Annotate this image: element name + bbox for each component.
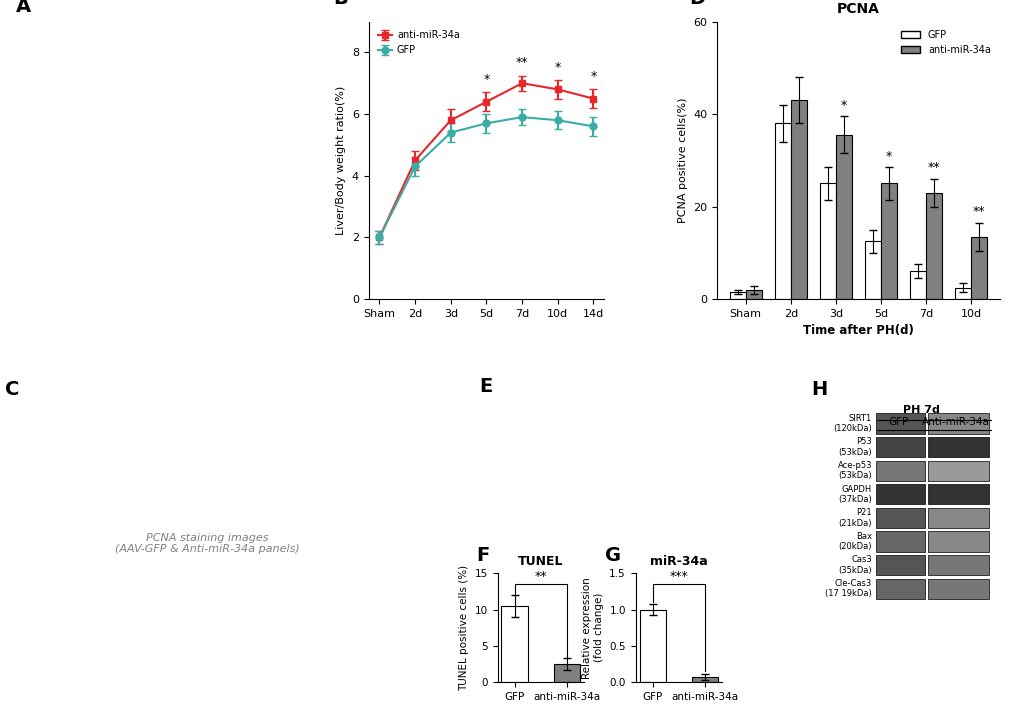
Bar (927, 508, 988, 528)
Bar (874, 484, 923, 505)
Bar (927, 414, 988, 434)
Text: **: ** (972, 205, 984, 218)
X-axis label: Time after PH(d): Time after PH(d) (802, 325, 913, 337)
Text: GFP: GFP (531, 498, 555, 508)
Text: G: G (605, 546, 621, 564)
Bar (927, 579, 988, 599)
Text: *: * (483, 73, 489, 86)
Bar (835, 135, 851, 299)
Text: GFP: GFP (888, 417, 908, 427)
Bar (874, 437, 923, 457)
Bar (553, 664, 580, 682)
Text: A: A (15, 0, 31, 16)
Bar (691, 677, 717, 682)
Text: *: * (554, 61, 560, 74)
Bar (874, 414, 923, 434)
Y-axis label: Liver/Body weight ratio(%): Liver/Body weight ratio(%) (336, 85, 346, 235)
Text: SIRT1
(120kDa): SIRT1 (120kDa) (833, 414, 871, 433)
Text: P53
(53kDa): P53 (53kDa) (838, 437, 871, 457)
Text: H: H (810, 380, 826, 399)
Text: P21
(21kDa): P21 (21kDa) (838, 508, 871, 528)
Text: Ace-p53
(53kDa): Ace-p53 (53kDa) (837, 461, 871, 480)
Bar (774, 123, 790, 299)
Text: D: D (688, 0, 704, 8)
Title: PCNA: PCNA (837, 2, 879, 17)
Bar (819, 183, 835, 299)
Text: Cle-Cas3
(17 19kDa): Cle-Cas3 (17 19kDa) (824, 579, 871, 598)
Bar (874, 461, 923, 481)
Text: Bax
(20kDa): Bax (20kDa) (838, 532, 871, 551)
Bar (864, 241, 880, 299)
Bar (880, 183, 896, 299)
Y-axis label: TUNEL positive cells (%): TUNEL positive cells (%) (459, 564, 469, 691)
Text: TUNEL/DAPI: TUNEL/DAPI (499, 430, 510, 488)
Title: TUNEL: TUNEL (518, 555, 562, 568)
Bar (927, 484, 988, 505)
Text: F: F (476, 546, 489, 564)
Text: E: E (479, 377, 492, 396)
Text: PCNA staining images
(AAV-GFP & Anti-miR-34a panels): PCNA staining images (AAV-GFP & Anti-miR… (115, 533, 300, 554)
Title: miR-34a: miR-34a (649, 555, 707, 568)
Text: *: * (590, 70, 596, 83)
Bar (874, 555, 923, 575)
Text: PH 7d: PH 7d (902, 405, 938, 415)
Text: ***: *** (668, 569, 688, 583)
Text: B: B (333, 0, 347, 8)
Bar (790, 101, 806, 299)
Text: C: C (5, 380, 19, 399)
Y-axis label: PCNA positive cells(%): PCNA positive cells(%) (677, 98, 687, 223)
Text: **: ** (534, 570, 546, 584)
Text: Cas3
(35kDa): Cas3 (35kDa) (838, 556, 871, 575)
Bar (501, 606, 527, 682)
Bar (925, 192, 941, 299)
Bar (874, 531, 923, 551)
Text: *: * (884, 149, 891, 162)
Bar (745, 290, 761, 299)
Bar (954, 287, 970, 299)
Legend: anti-miR-34a, GFP: anti-miR-34a, GFP (373, 27, 464, 59)
Text: anti-miR-34a: anti-miR-34a (643, 498, 723, 508)
Legend: GFP, anti-miR-34a: GFP, anti-miR-34a (896, 27, 994, 59)
Bar (874, 508, 923, 528)
Text: **: ** (926, 161, 940, 174)
Bar (927, 555, 988, 575)
Bar (927, 531, 988, 551)
Text: GAPDH
(37kDa): GAPDH (37kDa) (838, 485, 871, 504)
Text: Anti-miR-34a: Anti-miR-34a (921, 417, 988, 427)
Y-axis label: Relative expression
(fold change): Relative expression (fold change) (582, 577, 603, 679)
Bar (970, 237, 985, 299)
Text: **: ** (516, 56, 528, 70)
Bar (927, 461, 988, 481)
Bar (730, 292, 745, 299)
Bar (927, 437, 988, 457)
Bar (909, 271, 925, 299)
Text: *: * (840, 99, 846, 112)
Bar (874, 579, 923, 599)
Bar (639, 610, 665, 682)
